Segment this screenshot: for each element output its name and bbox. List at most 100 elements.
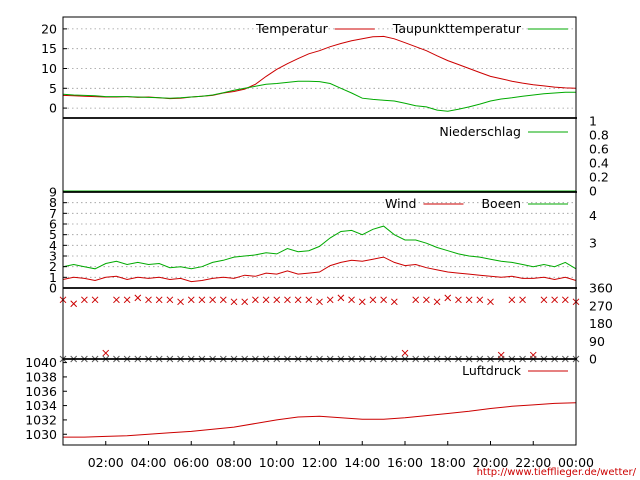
x-tick-label: 16:00 bbox=[387, 455, 423, 470]
pressure-series-luftdruck bbox=[63, 402, 577, 438]
wind-direction-marker bbox=[145, 296, 152, 304]
wind-direction-marker bbox=[540, 296, 548, 304]
wind-direction-marker bbox=[326, 296, 334, 304]
wind-direction-marker bbox=[230, 298, 238, 306]
wind-direction-right-tick-label: 360 bbox=[589, 281, 613, 296]
pressure-ytick-label: 1032 bbox=[25, 412, 57, 427]
wind-direction-marker bbox=[155, 296, 163, 304]
temperature-ytick-label: 0 bbox=[49, 101, 57, 116]
x-tick-label: 18:00 bbox=[430, 455, 466, 470]
wind-direction-right-tick-label: 180 bbox=[589, 316, 613, 331]
wind-direction-marker bbox=[401, 349, 409, 357]
wind-ytick-label: 2 bbox=[49, 259, 57, 274]
wind-direction-marker bbox=[294, 296, 302, 304]
x-tick-label: 08:00 bbox=[216, 455, 252, 470]
temperature-ytick-label: 15 bbox=[41, 41, 57, 56]
wind-direction-marker bbox=[369, 296, 377, 304]
wind-direction-frame bbox=[62, 287, 577, 360]
wind-direction-marker bbox=[198, 296, 206, 304]
wind-direction-marker bbox=[284, 296, 291, 304]
pressure-ytick-label: 1036 bbox=[25, 384, 57, 399]
wind-ytick-label: 8 bbox=[49, 195, 57, 210]
wind-direction-marker bbox=[91, 296, 99, 304]
precipitation-legend-label: Niederschlag bbox=[439, 124, 521, 139]
wind-direction-marker bbox=[508, 296, 516, 304]
precipitation-right-tick-label: 0 bbox=[589, 184, 597, 199]
wind-direction-marker bbox=[177, 298, 184, 306]
wind-direction-marker bbox=[476, 296, 484, 304]
wind-direction-marker bbox=[487, 298, 494, 306]
wind-ytick-label: 7 bbox=[49, 206, 57, 221]
panel-frames bbox=[62, 16, 577, 446]
wind-direction-marker bbox=[358, 298, 366, 306]
wind-direction-marker bbox=[166, 296, 174, 304]
wind-direction-marker bbox=[423, 296, 430, 304]
wind-direction-marker bbox=[81, 296, 88, 304]
x-tick-label: 14:00 bbox=[344, 455, 380, 470]
wind-direction-marker bbox=[209, 296, 216, 304]
wind-direction-marker bbox=[187, 296, 195, 304]
pressure-ytick-label: 1038 bbox=[25, 369, 57, 384]
wind-direction-marker bbox=[252, 296, 259, 304]
wind-direction-marker bbox=[70, 300, 78, 308]
x-tick-label: 12:00 bbox=[301, 455, 337, 470]
wind-direction-marker bbox=[102, 349, 110, 357]
wind-direction-marker bbox=[241, 298, 249, 306]
wind-direction-right-tick-label: 270 bbox=[589, 298, 613, 313]
precipitation-right-tick-label: 1 bbox=[589, 114, 597, 129]
wind-series-wind bbox=[62, 256, 577, 283]
source-url: http://www.tiefflieger.de/wetter/ bbox=[477, 467, 637, 478]
wind-right-tick-label: 3 bbox=[589, 236, 597, 251]
wind-direction-marker bbox=[561, 296, 569, 304]
wind-direction-right-tick-label: 90 bbox=[589, 334, 605, 349]
wind-direction-marker bbox=[262, 296, 270, 304]
x-tick-label: 04:00 bbox=[130, 455, 166, 470]
x-tick-label: 00:00 bbox=[558, 455, 594, 470]
wind-direction-marker bbox=[123, 296, 131, 304]
precipitation-right-tick-label: 0.4 bbox=[589, 156, 609, 171]
wind-ytick-label: 4 bbox=[49, 238, 57, 253]
wind-ytick-label: 1 bbox=[49, 270, 57, 285]
temperature-series-taupunkttemperatur bbox=[62, 80, 576, 112]
pressure-ytick-label: 1030 bbox=[25, 427, 57, 442]
precipitation-right-tick-label: 0.2 bbox=[589, 170, 609, 185]
x-tick-label: 20:00 bbox=[472, 455, 508, 470]
wind-direction-marker bbox=[551, 296, 558, 304]
wind-direction-marker bbox=[465, 296, 473, 304]
wind-legend-label: Boeen bbox=[481, 196, 521, 211]
wind-direction-marker bbox=[444, 294, 452, 302]
wind-direction-marker bbox=[337, 294, 345, 302]
wind-direction-marker bbox=[113, 296, 120, 304]
wind-ytick-label: 3 bbox=[49, 249, 57, 264]
wind-direction-marker bbox=[433, 298, 441, 306]
wind-series-boeen bbox=[62, 225, 577, 270]
wind-direction-right-tick-label: 0 bbox=[589, 352, 597, 367]
x-tick-label: 02:00 bbox=[88, 455, 124, 470]
x-tick-label: 10:00 bbox=[259, 455, 295, 470]
wind-ytick-label: 5 bbox=[49, 227, 57, 242]
wind-ytick-label: 9 bbox=[49, 185, 57, 200]
wind-ytick-label: 0 bbox=[49, 281, 57, 296]
pressure-ytick-label: 1040 bbox=[25, 355, 57, 370]
wind-direction-marker bbox=[273, 296, 281, 304]
wind-legend-label: Wind bbox=[385, 196, 416, 211]
x-tick-label: 06:00 bbox=[173, 455, 209, 470]
wind-direction-marker bbox=[519, 296, 526, 304]
series-layer bbox=[59, 35, 580, 438]
wind-direction-marker bbox=[380, 296, 387, 304]
wind-right-tick-label: 4 bbox=[589, 208, 597, 223]
wind-direction-marker bbox=[348, 296, 355, 304]
wind-ytick-label: 6 bbox=[49, 217, 57, 232]
precipitation-right-tick-label: 0.8 bbox=[589, 128, 609, 143]
wind-direction-marker bbox=[412, 296, 420, 304]
legends: Taupunkttemperatur Temperatur Niederschlag… bbox=[255, 21, 568, 378]
pressure-legend-label: Luftdruck bbox=[462, 363, 522, 378]
temperature-ytick-label: 20 bbox=[41, 21, 57, 36]
wind-direction-marker bbox=[316, 298, 323, 306]
wind-direction-marker bbox=[455, 296, 462, 304]
temperature-ytick-label: 5 bbox=[49, 81, 57, 96]
tick-labels: 0510152000.20.40.60.81012345678934090180… bbox=[25, 21, 613, 470]
temperature-legend-label: Temperatur bbox=[255, 21, 329, 36]
temperature-legend-label: Taupunkttemperatur bbox=[392, 21, 522, 36]
